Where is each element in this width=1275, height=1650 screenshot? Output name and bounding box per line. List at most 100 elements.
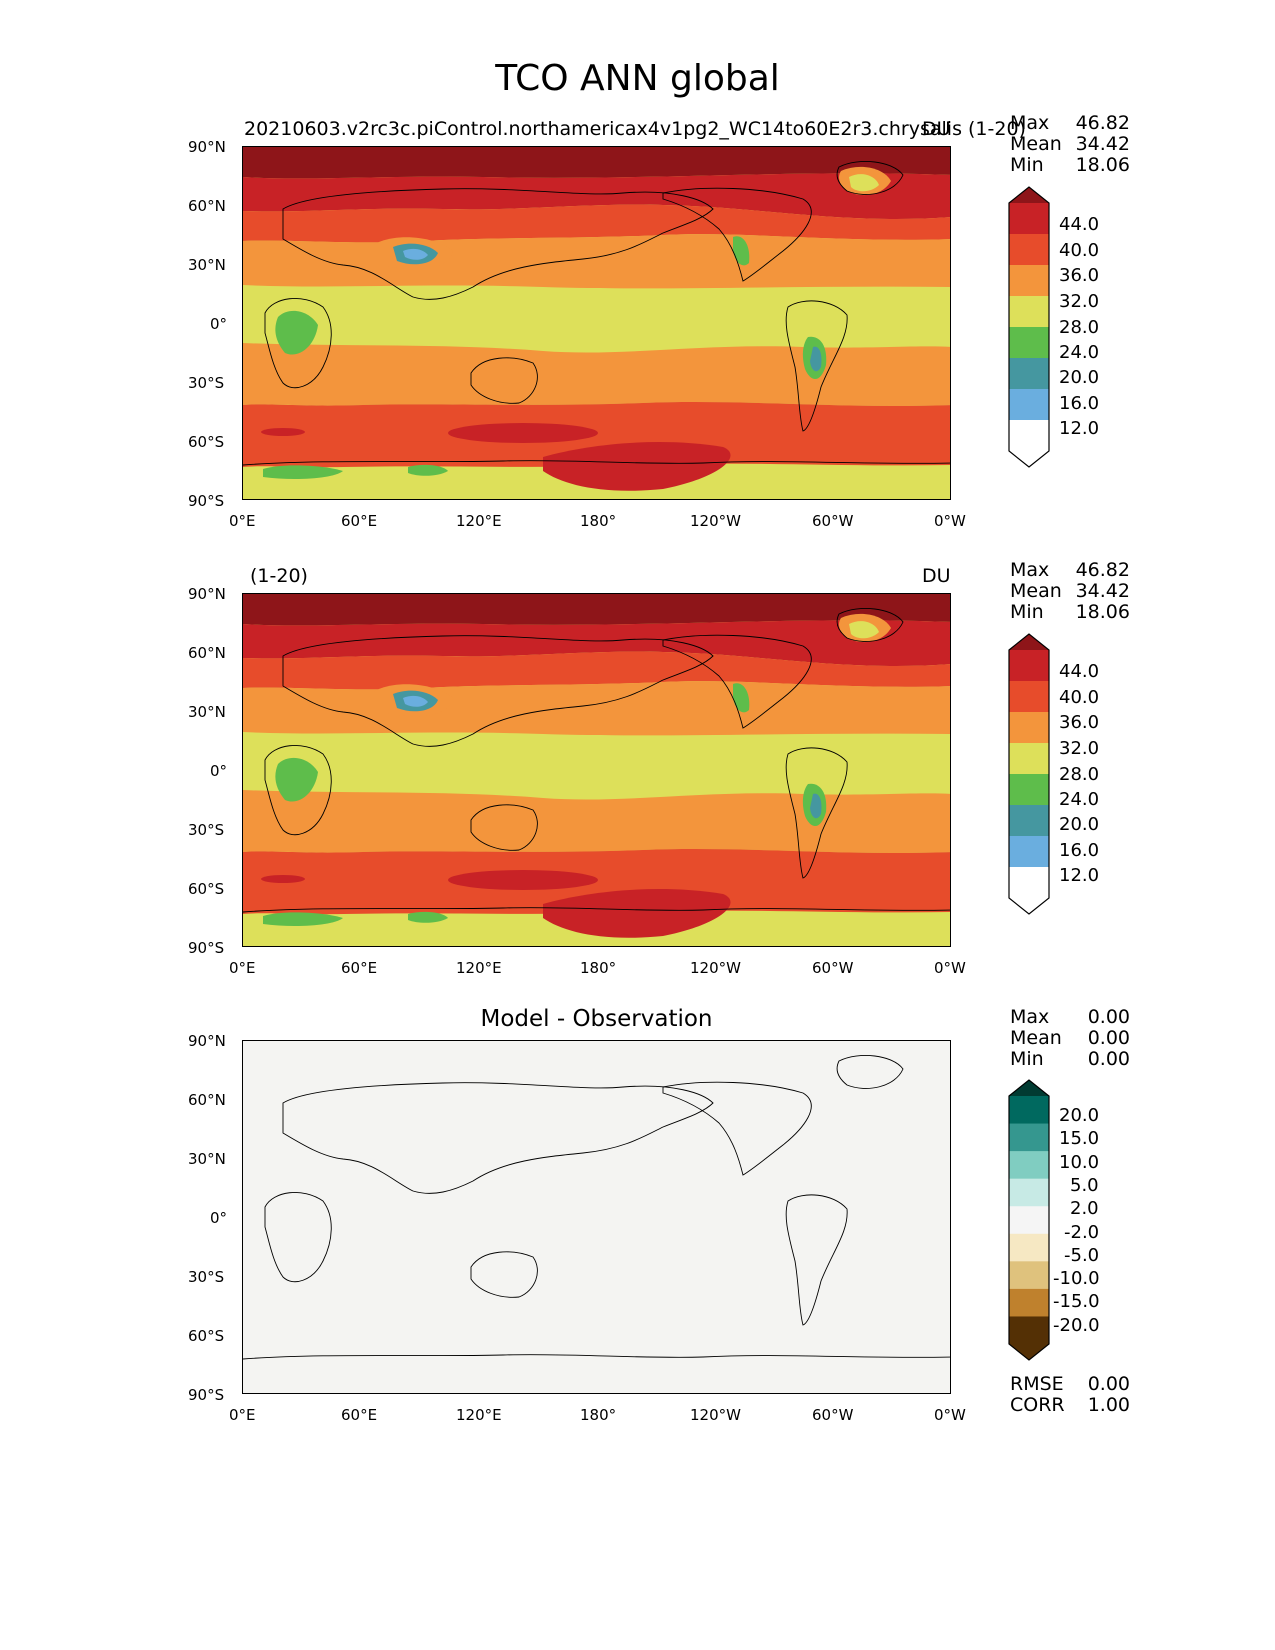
lon-tick: 0°W	[934, 959, 966, 977]
coast-eurasia	[282, 188, 714, 300]
band-subtropic-north	[243, 681, 950, 736]
colorbar-label: 44.0	[1059, 214, 1100, 235]
stat-mean-label: Mean	[1010, 580, 1062, 602]
coastlines	[243, 161, 950, 466]
lat-tick: 60°N	[188, 644, 226, 662]
panel-3-stats: Max 0.00 Mean 0.00 Min 0.00	[1010, 1006, 1130, 1076]
colorbar-field-2	[1008, 633, 1050, 915]
panel-3-stats-bottom: RMSE 0.00 CORR 1.00	[1010, 1373, 1130, 1419]
colorbar-band	[1009, 1123, 1049, 1152]
colorbar-cap-bottom	[1009, 1316, 1049, 1360]
colorbar-label: 24.0	[1059, 789, 1100, 810]
coast-north-america	[662, 187, 812, 282]
colorbar-band	[1009, 1233, 1049, 1262]
coast-north-america	[662, 1081, 812, 1176]
colorbar-outline	[1008, 1079, 1050, 1361]
lon-tick: 120°W	[690, 512, 741, 530]
patch-southern-ocean	[448, 423, 598, 443]
band-subtropic-south	[243, 343, 950, 406]
lon-tick: 60°E	[341, 512, 378, 530]
colorbar-diff	[1008, 1079, 1050, 1361]
colorbar-label: 32.0	[1059, 291, 1100, 312]
colorbar-band	[1009, 234, 1049, 266]
patch-tibet-core	[403, 248, 428, 260]
stat-max-value: 0.00	[1087, 1006, 1130, 1028]
lon-tick: 60°E	[341, 959, 378, 977]
lon-tick: 120°W	[690, 1406, 741, 1424]
stat-mean-label: Mean	[1010, 133, 1062, 155]
stat-min-value: 18.06	[1075, 154, 1130, 176]
colorbar-label: -5.0	[1064, 1245, 1100, 1266]
lon-tick: 120°E	[456, 1406, 502, 1424]
lon-tick: 180°	[580, 1406, 617, 1424]
patch-antarctic-low-2	[408, 911, 448, 923]
stat-mean-label: Mean	[1010, 1027, 1062, 1049]
panel-3-title: Model - Observation	[480, 1006, 713, 1032]
patch-ozone-max-south	[543, 442, 731, 491]
lon-tick: 120°W	[690, 959, 741, 977]
colorbar-band	[1009, 836, 1049, 868]
coast-south-america	[785, 1194, 848, 1326]
coast-greenland	[836, 1055, 904, 1089]
colorbar-label: 12.0	[1059, 865, 1100, 886]
colorbar-label: 16.0	[1059, 840, 1100, 861]
lon-tick: 60°W	[812, 959, 854, 977]
coast-greenland	[836, 161, 904, 195]
panel-1-title-right: DU	[922, 118, 951, 140]
lon-tick: 0°E	[229, 512, 256, 530]
stat-mean-value: 34.42	[1075, 580, 1130, 602]
colorbar-label: -20.0	[1053, 1315, 1100, 1336]
colorbar-band	[1009, 774, 1049, 806]
patch-africa-low	[275, 757, 318, 802]
lon-tick: 60°E	[341, 1406, 378, 1424]
lat-tick: 0°	[210, 1209, 228, 1227]
stat-max-label: Max	[1010, 1006, 1050, 1028]
patch-ozone-max-south	[543, 889, 731, 938]
lon-tick: 0°W	[934, 512, 966, 530]
colorbar-label: -15.0	[1053, 1291, 1100, 1312]
stat-corr-label: CORR	[1010, 1394, 1065, 1416]
band-polar-north	[243, 594, 950, 626]
lat-tick: 0°	[210, 315, 228, 333]
colorbar-label: 16.0	[1059, 393, 1100, 414]
band-polar-north	[243, 147, 950, 179]
coast-eurasia	[282, 635, 714, 747]
stat-min-value: 0.00	[1087, 1048, 1130, 1070]
lat-tick: 90°S	[188, 939, 225, 957]
colorbar-cap-bottom	[1009, 420, 1049, 467]
stat-min-label: Min	[1010, 154, 1044, 176]
stat-max-label: Max	[1010, 559, 1050, 581]
colorbar-band	[1009, 203, 1049, 235]
colorbar-outline	[1008, 186, 1050, 468]
coastlines	[243, 1055, 950, 1360]
colorbar-band	[1009, 1261, 1049, 1290]
colorbar-label: 36.0	[1059, 265, 1100, 286]
patch-africa-low	[275, 310, 318, 355]
coast-north-america	[662, 634, 812, 729]
patch-andes-core	[810, 793, 822, 819]
colorbar-band	[1009, 296, 1049, 328]
stat-corr-value: 1.00	[1087, 1394, 1130, 1416]
coast-australia	[470, 357, 538, 404]
panel-2-title-left: (1-20)	[250, 565, 308, 587]
coast-africa	[264, 1192, 332, 1283]
lon-tick: 0°E	[229, 1406, 256, 1424]
colorbar-label: 15.0	[1059, 1128, 1100, 1149]
colorbar-label: 44.0	[1059, 661, 1100, 682]
colorbar-label: 40.0	[1059, 687, 1100, 708]
colorbar-label: -2.0	[1064, 1222, 1100, 1243]
colorbar-field-1	[1008, 186, 1050, 468]
band-subtropic-north	[243, 234, 950, 289]
coast-africa	[264, 745, 332, 836]
coast-antarctica	[243, 460, 950, 466]
figure-title: TCO ANN global	[495, 58, 780, 99]
stat-rmse-value: 0.00	[1087, 1373, 1130, 1395]
coast-eurasia	[282, 1082, 714, 1194]
lat-tick: 60°S	[188, 1327, 225, 1345]
coast-south-america	[785, 747, 848, 879]
colorbar-band	[1009, 327, 1049, 359]
field-map-1	[243, 147, 950, 499]
colorbar-band	[1009, 1206, 1049, 1235]
stat-rmse-label: RMSE	[1010, 1373, 1064, 1395]
lon-tick: 180°	[580, 512, 617, 530]
